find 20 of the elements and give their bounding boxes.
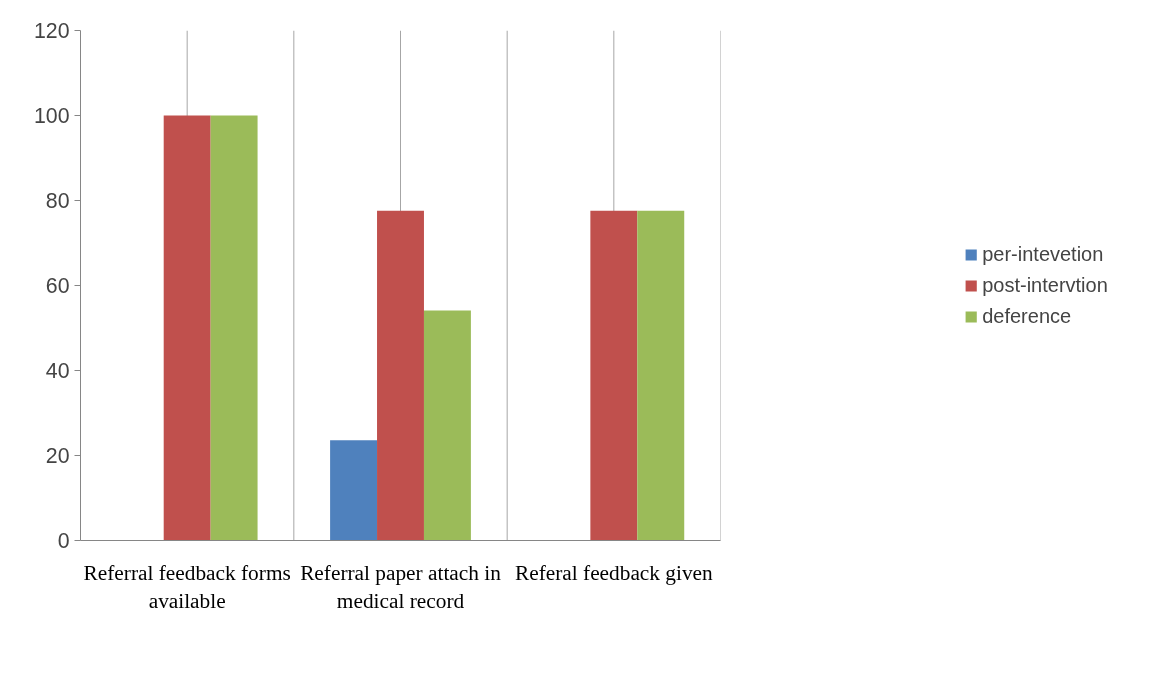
- bar: [377, 210, 424, 541]
- y-tick-label: 60: [45, 274, 70, 298]
- y-tick-label: 100: [33, 104, 70, 128]
- y-tick-label: 120: [33, 19, 70, 43]
- legend-label: post-intervtion: [982, 273, 1108, 297]
- x-tick-label: Referral paper attach in medical record: [300, 560, 502, 614]
- bar: [210, 115, 258, 541]
- bar: [637, 210, 685, 541]
- x-tick-label: Referral feedback forms available: [83, 560, 291, 614]
- legend-label: per-intevetion: [982, 242, 1104, 266]
- y-tick-label: 0: [57, 529, 70, 553]
- bar: [163, 115, 211, 541]
- bar: [330, 440, 378, 541]
- bar: [590, 210, 638, 541]
- bar: [423, 310, 471, 541]
- legend-label: deference: [982, 304, 1072, 328]
- y-tick-label: 40: [45, 359, 70, 383]
- y-tick-label: 20: [45, 444, 70, 468]
- x-tick-label: Referal feedback given: [514, 560, 714, 585]
- y-tick-label: 80: [45, 189, 70, 213]
